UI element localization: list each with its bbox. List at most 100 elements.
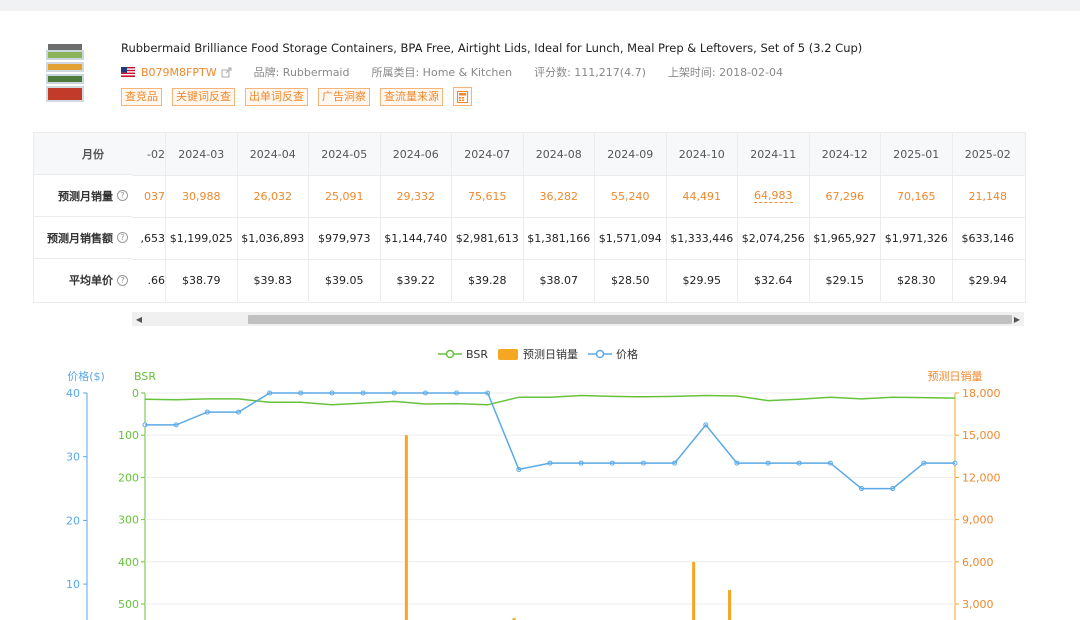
calculator-icon[interactable] [453, 87, 472, 106]
legend-price-label: 价格 [615, 348, 638, 361]
revenue-cell: $1,144,740 [379, 217, 452, 259]
asin-link[interactable]: B079M8FPTW [141, 65, 217, 79]
scroll-right-arrow-icon[interactable]: ▶ [1013, 314, 1021, 324]
legend-price[interactable]: 价格 [587, 346, 638, 362]
chart-legend: BSR 预测日销量 价格 [438, 346, 648, 362]
revenue-cell-text: $1,971,326 [884, 231, 948, 245]
price-cell: $38.07 [522, 259, 595, 301]
units-cell[interactable]: 64,983 [737, 175, 809, 217]
table-horizontal-scrollbar[interactable]: ◀ ▶ [132, 312, 1024, 326]
units-cell: 037 [132, 175, 165, 217]
price-cell: $29.94 [951, 259, 1024, 301]
price-line-icon [587, 349, 612, 359]
legend-bsr[interactable]: BSR [438, 348, 488, 361]
revenue-cell-text: $633,146 [961, 231, 1015, 245]
keyword-reverse-button[interactable]: 关键词反查 [172, 87, 235, 106]
month-cell: 2025-01 [880, 133, 952, 175]
units-cell-text: 75,615 [468, 189, 507, 203]
month-label: 月份 [34, 133, 132, 175]
price-cell-text: $39.05 [325, 273, 364, 287]
sales-tick-label: 9,000 [962, 514, 994, 527]
category-text: 所属类目: Home & Kitchen [371, 66, 513, 79]
price-tick-label: 20 [66, 514, 80, 527]
units-cell: 30,988 [165, 175, 237, 217]
revenue-cell: ,653 [132, 217, 166, 259]
bsr-tick-label: 200 [118, 471, 139, 484]
price-cell-text: $29.95 [682, 273, 722, 287]
listed-date-text: 上架时间: 2018-02-04 [667, 66, 784, 79]
revenue-cell: $1,571,094 [594, 217, 666, 259]
help-icon[interactable]: ? [117, 232, 128, 243]
help-icon[interactable]: ? [117, 274, 128, 286]
external-link-icon[interactable] [221, 67, 232, 78]
revenue-label: 预测月销售额? [34, 217, 132, 259]
units-cell-text: 21,148 [968, 189, 1008, 203]
month-cell-text: 2025-02 [964, 147, 1011, 161]
sales-tick-label: 18,000 [962, 387, 1001, 400]
sales-bar [692, 561, 696, 620]
price-cell-text: $39.28 [468, 273, 507, 287]
top-bar [0, 0, 1080, 11]
order-keyword-button[interactable]: 出单词反查 [245, 87, 308, 106]
sales-bar-icon [497, 348, 518, 360]
units-cell-text: 29,332 [396, 189, 436, 203]
month-cell-text: 2024-07 [464, 147, 511, 161]
units-cell-text: 037 [144, 189, 165, 203]
price-cell-text: $38.79 [182, 273, 221, 287]
price-cell: $29.95 [665, 259, 738, 301]
units-cell: 75,615 [451, 175, 523, 217]
units-cell-text: 30,988 [182, 189, 221, 203]
competitor-button[interactable]: 查竞品 [121, 87, 162, 106]
price-cell: $29.15 [808, 259, 881, 301]
month-cell-text: 2024-09 [607, 147, 654, 161]
units-cell: 29,332 [379, 175, 452, 217]
product-thumbnail[interactable] [42, 42, 88, 106]
sales-bars [404, 435, 732, 620]
price-cell-text: $29.15 [825, 273, 865, 287]
table-cells: -02 2024-03 2024-04 2024-05 2024-06 2024-07 20… [132, 133, 1025, 302]
month-cell: 2024-10 [665, 133, 738, 175]
units-cell: 67,296 [808, 175, 881, 217]
price-tick-label: 40 [66, 387, 80, 400]
price-cell: $39.83 [236, 259, 309, 301]
month-cell: 2024-07 [451, 133, 523, 175]
brand-text: 品牌: Rubbermaid [253, 66, 350, 79]
bsr-axis-title: BSR [134, 370, 156, 383]
product-title[interactable]: Rubbermaid Brilliance Food Storage Conta… [121, 41, 863, 55]
sales-bar [728, 589, 732, 620]
month-cell-text: 2025-01 [893, 147, 940, 161]
revenue-cell-text: $1,199,025 [169, 231, 233, 245]
scroll-left-arrow-icon[interactable]: ◀ [135, 314, 143, 324]
month-cell-text: 2024-03 [178, 147, 225, 161]
help-icon[interactable]: ? [117, 190, 128, 201]
month-cell-text: 2024-10 [678, 147, 725, 161]
revenue-cell: $2,074,256 [737, 217, 809, 259]
month-cell-text: -02 [147, 147, 165, 161]
units-cell: 55,240 [594, 175, 666, 217]
month-cell: 2024-09 [594, 133, 666, 175]
legend-sales[interactable]: 预测日销量 [497, 346, 578, 362]
revenue-cell-text: ,653 [140, 231, 166, 245]
units-cell: 44,491 [665, 175, 738, 217]
ad-insight-button[interactable]: 广告洞察 [318, 87, 370, 106]
units-cell-text: 36,282 [539, 189, 579, 203]
month-cell-text: 2024-05 [321, 147, 368, 161]
price-cell-text: $28.50 [611, 273, 650, 287]
traffic-source-button[interactable]: 查流量来源 [380, 87, 443, 106]
revenue-cell-text: $1,333,446 [670, 231, 734, 245]
units-cell: 25,091 [308, 175, 380, 217]
sales-axis-title: 预测日销量 [928, 369, 983, 383]
scrollbar-thumb[interactable] [248, 315, 1012, 324]
price-cell-text: $39.83 [253, 273, 293, 287]
table-header-row [34, 133, 1025, 176]
price-cell: $28.30 [880, 259, 952, 301]
revenue-cell: $1,971,326 [880, 217, 952, 259]
price-cell-text: $32.64 [754, 273, 793, 287]
price-cell: $38.79 [165, 259, 237, 301]
month-cell-text: 2024-06 [392, 147, 439, 161]
sales-tick-label: 15,000 [962, 429, 1001, 442]
units-cell: 26,032 [236, 175, 309, 217]
trend-chart[interactable]: 价格($) BSR 预测日销量 0 100 200 300 400 500 40 30 20 10… [0, 360, 1080, 620]
units-cell-text: 67,296 [825, 189, 865, 203]
units-cell: 70,165 [880, 175, 952, 217]
